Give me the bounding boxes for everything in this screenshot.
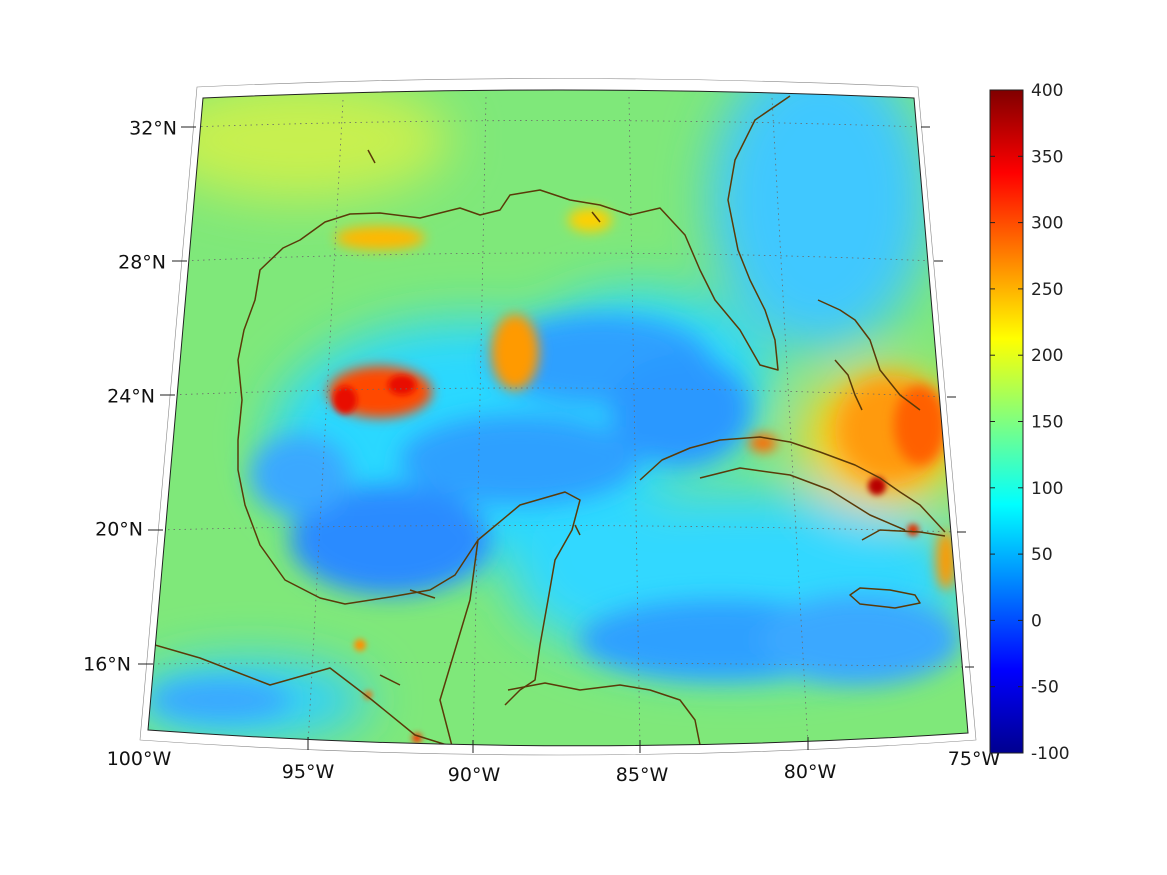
colorbar-label: 150 xyxy=(1031,412,1063,432)
latitude-labels: 32°N 28°N 24°N 20°N 16°N xyxy=(83,118,177,676)
lon-label-80w: 80°W xyxy=(784,761,837,783)
colorbar-label: 250 xyxy=(1031,280,1063,300)
colorbar-ticks xyxy=(990,89,1023,754)
lat-label-28n: 28°N xyxy=(118,252,166,274)
colorbar-label: 200 xyxy=(1031,346,1063,366)
lon-label-75w: 75°W xyxy=(948,748,1001,770)
colorbar-gradient xyxy=(989,89,1024,754)
map-outer-frame xyxy=(139,78,977,756)
colorbar-label: 0 xyxy=(1031,611,1042,631)
lat-label-32n: 32°N xyxy=(129,118,177,140)
colorbar-label: 350 xyxy=(1031,147,1063,167)
colorbar-label: 400 xyxy=(1031,81,1063,101)
graticule-lines xyxy=(148,96,966,746)
map-frame xyxy=(147,89,969,747)
colorbar-label: 100 xyxy=(1031,479,1063,499)
lon-label-100w: 100°W xyxy=(107,748,172,770)
lat-label-20n: 20°N xyxy=(95,519,143,541)
colorbar-label: -100 xyxy=(1031,744,1070,764)
coastline-outlines xyxy=(148,95,946,746)
lon-label-95w: 95°W xyxy=(282,761,335,783)
lat-label-16n: 16°N xyxy=(83,654,131,676)
lat-label-24n: 24°N xyxy=(107,386,155,408)
colorbar-labels: 400 350 300 250 200 150 100 50 0 -50 -100 xyxy=(1031,81,1070,764)
field-raster xyxy=(148,90,968,746)
colorbar-label: 300 xyxy=(1031,214,1063,234)
axis-ticks xyxy=(138,126,974,753)
colorbar: 400 350 300 250 200 150 100 50 0 -50 -100 xyxy=(989,81,1070,764)
colorbar-label: -50 xyxy=(1031,678,1059,698)
lon-label-85w: 85°W xyxy=(616,764,669,786)
longitude-labels: 100°W 95°W 90°W 85°W 80°W 75°W xyxy=(107,748,1001,786)
colorbar-label: 50 xyxy=(1031,545,1053,565)
lon-label-90w: 90°W xyxy=(448,764,501,786)
